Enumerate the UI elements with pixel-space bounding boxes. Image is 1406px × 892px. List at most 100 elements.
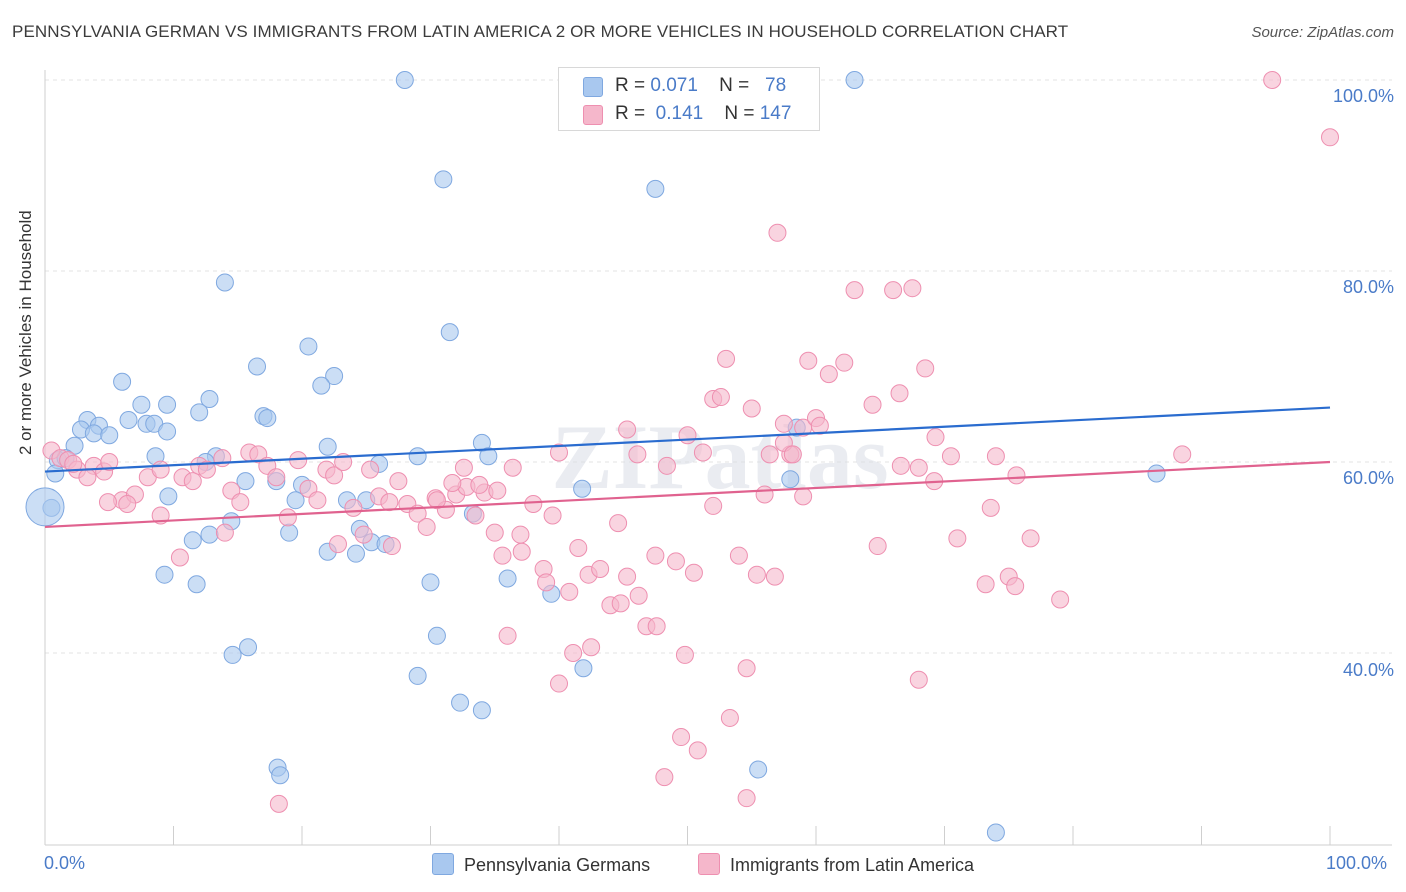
point-immigrants-latin-america [325,466,344,485]
point-pennsylvania-germans [119,410,138,429]
y-tick-label: 80.0% [1342,277,1394,297]
point-immigrants-latin-america [443,474,462,493]
point-pennsylvania-germans [325,367,344,386]
trendline-immigrants-latin-america [44,460,1331,529]
point-pennsylvania-germans [299,337,318,356]
point-immigrants-latin-america [98,493,117,512]
point-pennsylvania-germans [183,531,202,550]
point-pennsylvania-germans [440,323,459,342]
point-immigrants-latin-america [560,582,579,601]
point-immigrants-latin-america [629,586,648,605]
point-immigrants-latin-america [550,674,568,693]
point-pennsylvania-germans [84,424,103,443]
point-pennsylvania-germans [200,525,219,544]
point-pennsylvania-germans [132,395,151,414]
point-immigrants-latin-america [794,487,813,506]
point-immigrants-latin-america [704,496,723,515]
point-immigrants-latin-america [100,453,119,471]
point-pennsylvania-germans [215,273,234,292]
point-immigrants-latin-america [498,626,517,645]
point-pennsylvania-germans [200,389,219,408]
point-immigrants-latin-america [926,428,945,447]
point-immigrants-latin-america [916,359,935,378]
point-immigrants-latin-america [454,458,473,477]
point-immigrants-latin-america [799,351,818,370]
point-pennsylvania-germans [46,464,65,483]
point-immigrants-latin-america [760,445,779,464]
point-pennsylvania-germans [434,170,453,189]
point-pennsylvania-germans [280,523,299,542]
point-immigrants-latin-america [976,575,995,594]
point-pennsylvania-germans [158,395,177,414]
point-immigrants-latin-america [863,395,882,414]
point-immigrants-latin-america [737,659,756,678]
point-pennsylvania-germans [781,470,800,489]
point-immigrants-latin-america [543,506,562,525]
r-label: R = [615,103,646,124]
point-immigrants-latin-america [941,447,960,466]
point-immigrants-latin-america [1051,590,1070,609]
point-immigrants-latin-america [215,523,234,542]
point-immigrants-latin-america [170,548,189,567]
point-immigrants-latin-america [427,491,446,510]
point-pennsylvania-germans [113,372,132,391]
point-immigrants-latin-america [488,481,507,500]
r-label: R = [615,75,646,96]
y-tick-label: 60.0% [1342,468,1394,488]
source-label: Source: ZipAtlas.com [1251,24,1394,41]
point-immigrants-latin-america [417,517,436,536]
point-immigrants-latin-america [618,567,637,586]
point-pennsylvania-germans [312,376,331,395]
point-immigrants-latin-america [382,537,401,556]
correlation-legend: R = 0.071 N = 78 R = 0.141 N = 147 [558,67,820,131]
y-axis-label: 2 or more Vehicles in Household [16,210,35,455]
point-pennsylvania-germans [258,409,277,428]
point-immigrants-latin-america [655,768,674,787]
point-pennsylvania-germans [100,426,119,445]
point-immigrants-latin-america [646,546,665,565]
legend-swatch-pink [583,105,603,125]
point-immigrants-latin-america [278,508,297,527]
point-immigrants-latin-america [470,475,489,494]
point-immigrants-latin-america [1321,128,1339,147]
point-immigrants-latin-america [564,644,583,662]
point-pennsylvania-germans [427,626,446,645]
point-immigrants-latin-america [868,537,887,556]
point-pennsylvania-germans [574,659,593,678]
point-immigrants-latin-america [774,414,793,433]
point-pennsylvania-germans [472,701,491,720]
x-tick-label: 0.0% [44,853,86,873]
point-immigrants-latin-america [213,449,232,468]
point-immigrants-latin-america [511,525,530,544]
point-immigrants-latin-america [672,728,691,747]
point-immigrants-latin-america [729,546,748,565]
point-pennsylvania-germans [646,179,665,198]
point-immigrants-latin-america [231,493,250,512]
point-immigrants-latin-america [909,458,928,477]
point-immigrants-latin-america [569,538,588,557]
watermark: ZIPatlas [551,406,888,508]
point-immigrants-latin-america [64,454,83,473]
point-immigrants-latin-america [1021,529,1040,548]
point-immigrants-latin-america [884,281,903,300]
point-immigrants-latin-america [720,708,739,727]
r-value: 0.071 [650,75,698,96]
n-label: N = [719,75,750,96]
point-immigrants-latin-america [675,645,694,664]
point-pennsylvania-germans [421,573,440,592]
point-immigrants-latin-america [197,460,216,479]
point-immigrants-latin-america [688,741,707,760]
point-immigrants-latin-america [1263,71,1282,89]
point-immigrants-latin-america [308,491,327,510]
legend-item-immigrants-latin-america: Immigrants from Latin America [698,853,974,876]
point-immigrants-latin-america [389,472,408,491]
point-immigrants-latin-america [981,498,1000,517]
point-pennsylvania-germans [408,447,427,466]
point-immigrants-latin-america [582,638,601,657]
point-immigrants-latin-america [747,565,766,584]
point-immigrants-latin-america [684,563,703,582]
point-immigrants-latin-america [344,498,363,517]
point-pennsylvania-germans [1147,464,1166,483]
point-pennsylvania-germans [248,357,267,376]
point-immigrants-latin-america [537,573,556,592]
